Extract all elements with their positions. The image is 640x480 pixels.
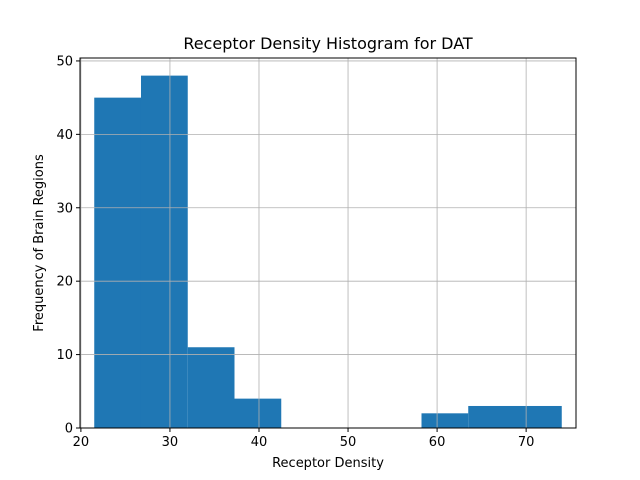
x-tick-label: 40 — [251, 435, 268, 450]
y-tick-label: 10 — [56, 348, 73, 363]
histogram-bar — [421, 413, 469, 428]
x-tick-label: 30 — [162, 435, 179, 450]
x-tick-label: 70 — [518, 435, 535, 450]
bars — [94, 75, 562, 429]
histogram-bar — [515, 405, 562, 428]
x-axis-label: Receptor Density — [272, 456, 384, 471]
y-tick-label: 0 — [65, 422, 73, 437]
x-tick-label: 50 — [340, 435, 357, 450]
histogram-bar — [468, 405, 516, 428]
histogram-bar — [234, 398, 282, 428]
y-tick-label: 50 — [56, 54, 73, 69]
histogram-bar — [140, 75, 188, 428]
chart-title: Receptor Density Histogram for DAT — [183, 34, 473, 53]
y-tick-label: 30 — [56, 201, 73, 216]
x-axis-ticks: 20 30 40 50 60 70 — [73, 428, 535, 450]
y-tick-label: 20 — [56, 275, 73, 290]
histogram-bar — [94, 97, 141, 429]
plot-frame — [79, 57, 577, 429]
x-tick-label: 60 — [429, 435, 446, 450]
y-axis-ticks: 0 10 20 30 40 50 — [56, 54, 80, 437]
y-tick-label: 40 — [56, 128, 73, 143]
histogram-bar — [187, 347, 235, 428]
y-axis-label: Frequency of Brain Regions — [32, 154, 47, 332]
x-tick-label: 20 — [73, 435, 90, 450]
